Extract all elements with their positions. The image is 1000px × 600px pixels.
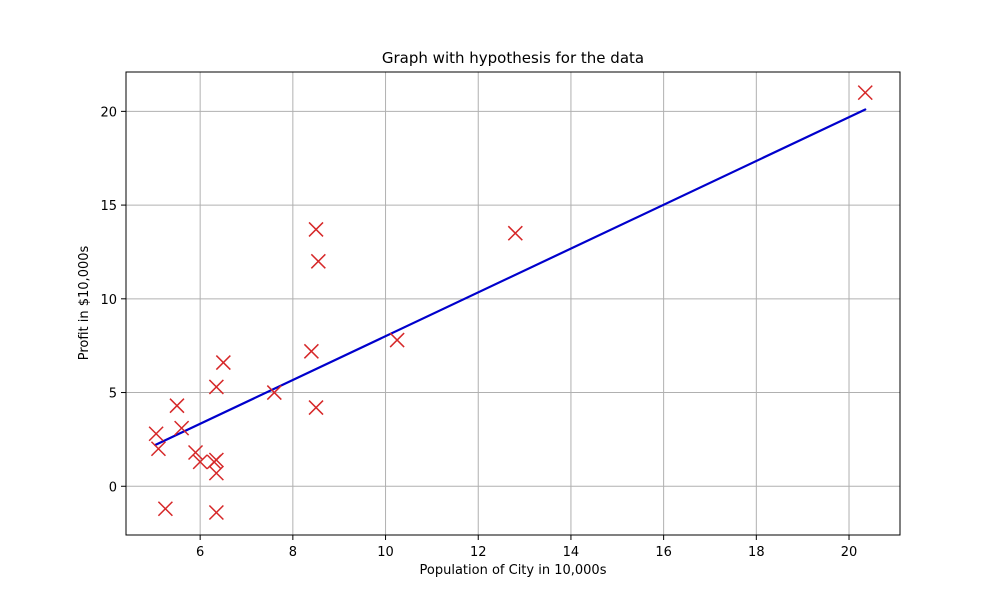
x-tick-label-3: 12 <box>470 545 487 560</box>
data-point-16 <box>308 400 324 416</box>
x-tick-label-5: 16 <box>655 545 672 560</box>
data-point-10-stroke-b <box>208 465 224 481</box>
data-point-4-stroke-b <box>174 420 190 436</box>
data-point-15-stroke-b <box>308 221 324 237</box>
y-tick-label-3: 15 <box>100 199 117 214</box>
data-point-19 <box>507 225 523 241</box>
x-tick-label-1: 8 <box>289 545 297 560</box>
data-point-9-stroke-b <box>208 452 224 468</box>
data-point-16-stroke-b <box>308 400 324 416</box>
y-tick-label-2: 10 <box>100 293 117 308</box>
data-point-12-stroke-b <box>215 355 231 371</box>
data-point-13-stroke-b <box>266 385 282 401</box>
chart-title: Graph with hypothesis for the data <box>382 49 644 67</box>
data-point-5-stroke-b <box>187 444 204 461</box>
data-point-18 <box>389 332 405 348</box>
data-point-10 <box>208 465 224 481</box>
x-tick-label-0: 6 <box>196 545 204 560</box>
x-axis-label: Population of City in 10,000s <box>420 563 607 578</box>
data-point-5 <box>187 444 204 461</box>
y-axis-label: Profit in $10,000s <box>77 245 92 360</box>
ticks-layer: 6 8 10 12 14 16 18 20 0 5 10 15 20 <box>100 105 857 560</box>
grid-layer <box>126 72 900 535</box>
data-point-15 <box>308 221 324 237</box>
y-tick-label-1: 5 <box>109 387 117 402</box>
data-point-20-stroke-b <box>857 85 873 101</box>
data-point-11-stroke-b <box>208 504 224 521</box>
x-tick-label-7: 20 <box>841 545 858 560</box>
data-point-1-stroke-b <box>150 441 166 457</box>
x-tick-label-2: 10 <box>377 545 394 560</box>
data-point-3 <box>169 398 185 414</box>
data-point-4 <box>174 420 190 436</box>
data-point-0 <box>148 426 164 442</box>
hypothesis-line <box>154 108 867 447</box>
data-point-9 <box>208 452 224 468</box>
y-tick-label-0: 0 <box>109 480 117 495</box>
data-point-0-stroke-b <box>148 426 164 442</box>
data-point-14-stroke-b <box>303 343 319 359</box>
data-point-11 <box>208 504 224 521</box>
x-tick-label-6: 18 <box>748 545 765 560</box>
data-point-20 <box>857 85 873 101</box>
data-point-19-stroke-b <box>507 225 523 241</box>
data-point-13 <box>266 385 282 401</box>
data-point-6-stroke-b <box>192 454 208 470</box>
data-point-18-stroke-b <box>389 332 405 348</box>
y-tick-label-4: 20 <box>100 105 117 120</box>
data-point-2-stroke-b <box>157 501 173 517</box>
data-point-6 <box>192 454 208 470</box>
data-point-8 <box>208 379 224 395</box>
data-point-17-stroke-b <box>310 253 326 269</box>
data-point-2 <box>157 501 173 517</box>
data-point-1 <box>150 441 166 457</box>
data-point-12 <box>215 355 231 371</box>
data-point-14 <box>303 343 319 359</box>
plot-frame <box>125 71 901 536</box>
data-point-8-stroke-b <box>208 379 224 395</box>
series-layer <box>148 85 873 521</box>
data-point-17 <box>310 253 326 269</box>
data-point-3-stroke-b <box>169 398 185 414</box>
x-tick-label-4: 14 <box>563 545 580 560</box>
